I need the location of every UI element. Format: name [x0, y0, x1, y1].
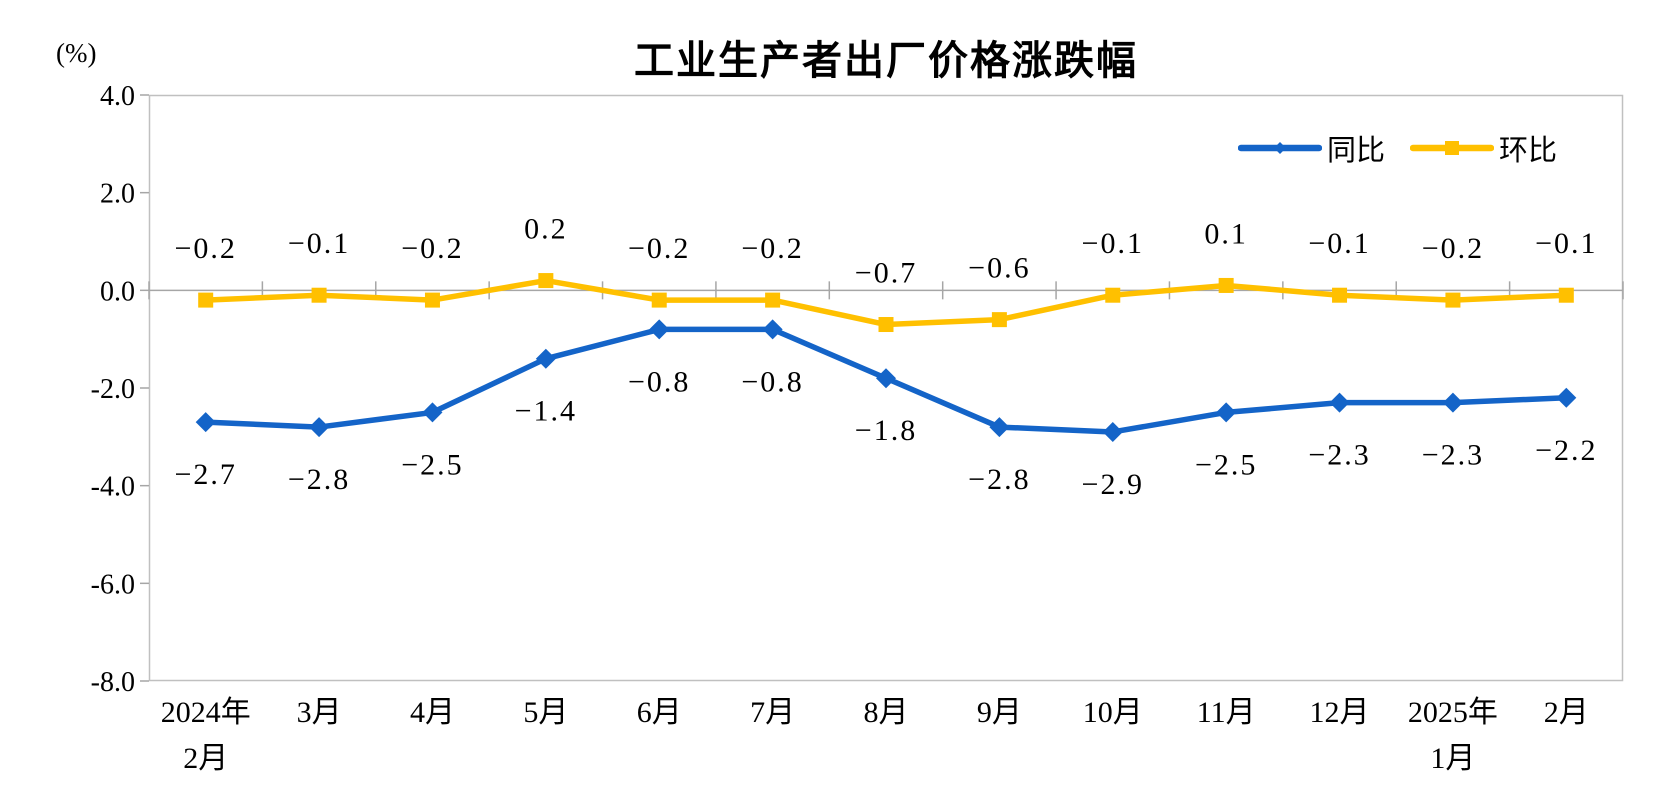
data-label-mom: −0.1: [1082, 227, 1144, 260]
legend-swatch-mom: [1410, 141, 1495, 155]
data-point-mom: [1332, 287, 1348, 303]
data-point-yoy: [989, 417, 1010, 438]
data-point-mom: [311, 287, 327, 303]
data-label-mom: −0.7: [855, 257, 917, 290]
data-label-mom: 0.1: [1204, 217, 1248, 250]
data-point-mom: [765, 292, 781, 308]
data-label-yoy: −2.8: [968, 463, 1030, 496]
y-tick-label: -8.0: [91, 667, 135, 698]
legend-label: 同比: [1327, 135, 1386, 167]
data-point-yoy: [1102, 421, 1123, 442]
data-point-yoy: [422, 402, 443, 423]
data-label-mom: −0.6: [968, 252, 1030, 285]
data-label-yoy: −1.8: [855, 414, 917, 447]
data-point-yoy: [535, 348, 556, 369]
data-label-mom: −0.2: [741, 232, 803, 265]
y-tick-label: 0.0: [100, 276, 135, 307]
x-tick-label: 9月: [977, 696, 1022, 729]
legend-item-yoy: 同比: [1238, 127, 1385, 169]
y-tick-label: 2.0: [100, 179, 135, 210]
data-point-mom: [538, 273, 554, 289]
legend-label: 环比: [1499, 135, 1558, 167]
x-tick-label: 3月: [297, 696, 342, 729]
y-tick-label: 4.0: [100, 81, 135, 112]
data-label-yoy: −2.5: [401, 448, 463, 481]
data-point-yoy: [649, 319, 670, 340]
data-label-mom: −0.2: [401, 232, 463, 265]
plot-border: [148, 94, 1624, 682]
data-point-yoy: [195, 412, 216, 433]
x-tick-label: 1月: [1430, 742, 1475, 775]
data-point-yoy: [876, 368, 896, 389]
data-label-yoy: −2.5: [1195, 448, 1257, 481]
data-label-yoy: −2.3: [1422, 439, 1484, 472]
data-point-yoy: [762, 319, 783, 340]
x-tick-label: 8月: [864, 696, 909, 729]
data-label-yoy: −2.8: [288, 463, 350, 496]
data-label-yoy: −2.2: [1535, 434, 1597, 467]
y-tick-label: -6.0: [91, 569, 135, 600]
data-point-yoy: [1556, 387, 1577, 408]
legend: 同比 环比: [1238, 127, 1557, 169]
data-point-mom: [991, 312, 1007, 328]
data-point-mom: [651, 292, 667, 308]
data-label-mom: −0.2: [174, 232, 236, 265]
x-tick-label: 6月: [637, 696, 682, 729]
data-label-mom: −0.1: [1535, 227, 1597, 260]
x-tick-label: 2024年: [161, 696, 251, 729]
data-point-mom: [198, 292, 214, 308]
y-tick-label: -2.0: [91, 374, 135, 405]
x-tick-label: 2月: [183, 742, 228, 775]
data-point-yoy: [309, 417, 330, 438]
data-label-yoy: −0.8: [741, 365, 803, 398]
data-point-mom: [1105, 287, 1121, 303]
y-tick-label: -4.0: [91, 472, 135, 503]
data-point-mom: [424, 292, 440, 308]
data-label-yoy: −2.3: [1308, 439, 1370, 472]
data-point-mom: [878, 317, 894, 333]
legend-item-mom: 环比: [1410, 127, 1557, 169]
x-tick-label: 10月: [1083, 696, 1143, 729]
x-tick-label: 12月: [1310, 696, 1370, 729]
data-label-yoy: −1.4: [515, 395, 577, 428]
x-tick-label: 5月: [523, 696, 568, 729]
data-point-mom: [1445, 292, 1461, 308]
legend-swatch-yoy: [1238, 142, 1322, 154]
data-point-yoy: [1329, 392, 1350, 413]
data-label-mom: 0.2: [524, 213, 568, 246]
x-tick-label: 2月: [1544, 696, 1589, 729]
x-tick-label: 4月: [410, 696, 455, 729]
x-tick-label: 11月: [1197, 696, 1256, 729]
data-label-mom: −0.2: [628, 232, 690, 265]
x-tick-label: 7月: [750, 696, 795, 729]
data-point-yoy: [1216, 402, 1237, 423]
x-tick-label: 2025年: [1408, 696, 1498, 729]
data-label-mom: −0.2: [1422, 232, 1484, 265]
data-point-yoy: [1442, 392, 1463, 413]
data-label-yoy: −0.8: [628, 365, 690, 398]
data-label-mom: −0.1: [1308, 227, 1370, 260]
data-point-mom: [1218, 277, 1234, 293]
y-axis-unit-label: (%): [56, 38, 97, 68]
chart-title: 工业生产者出厂价格涨跌幅: [634, 39, 1138, 83]
data-label-yoy: −2.7: [174, 458, 236, 491]
data-label-yoy: −2.9: [1082, 468, 1144, 501]
data-label-mom: −0.1: [288, 227, 350, 260]
data-point-mom: [1558, 287, 1574, 303]
